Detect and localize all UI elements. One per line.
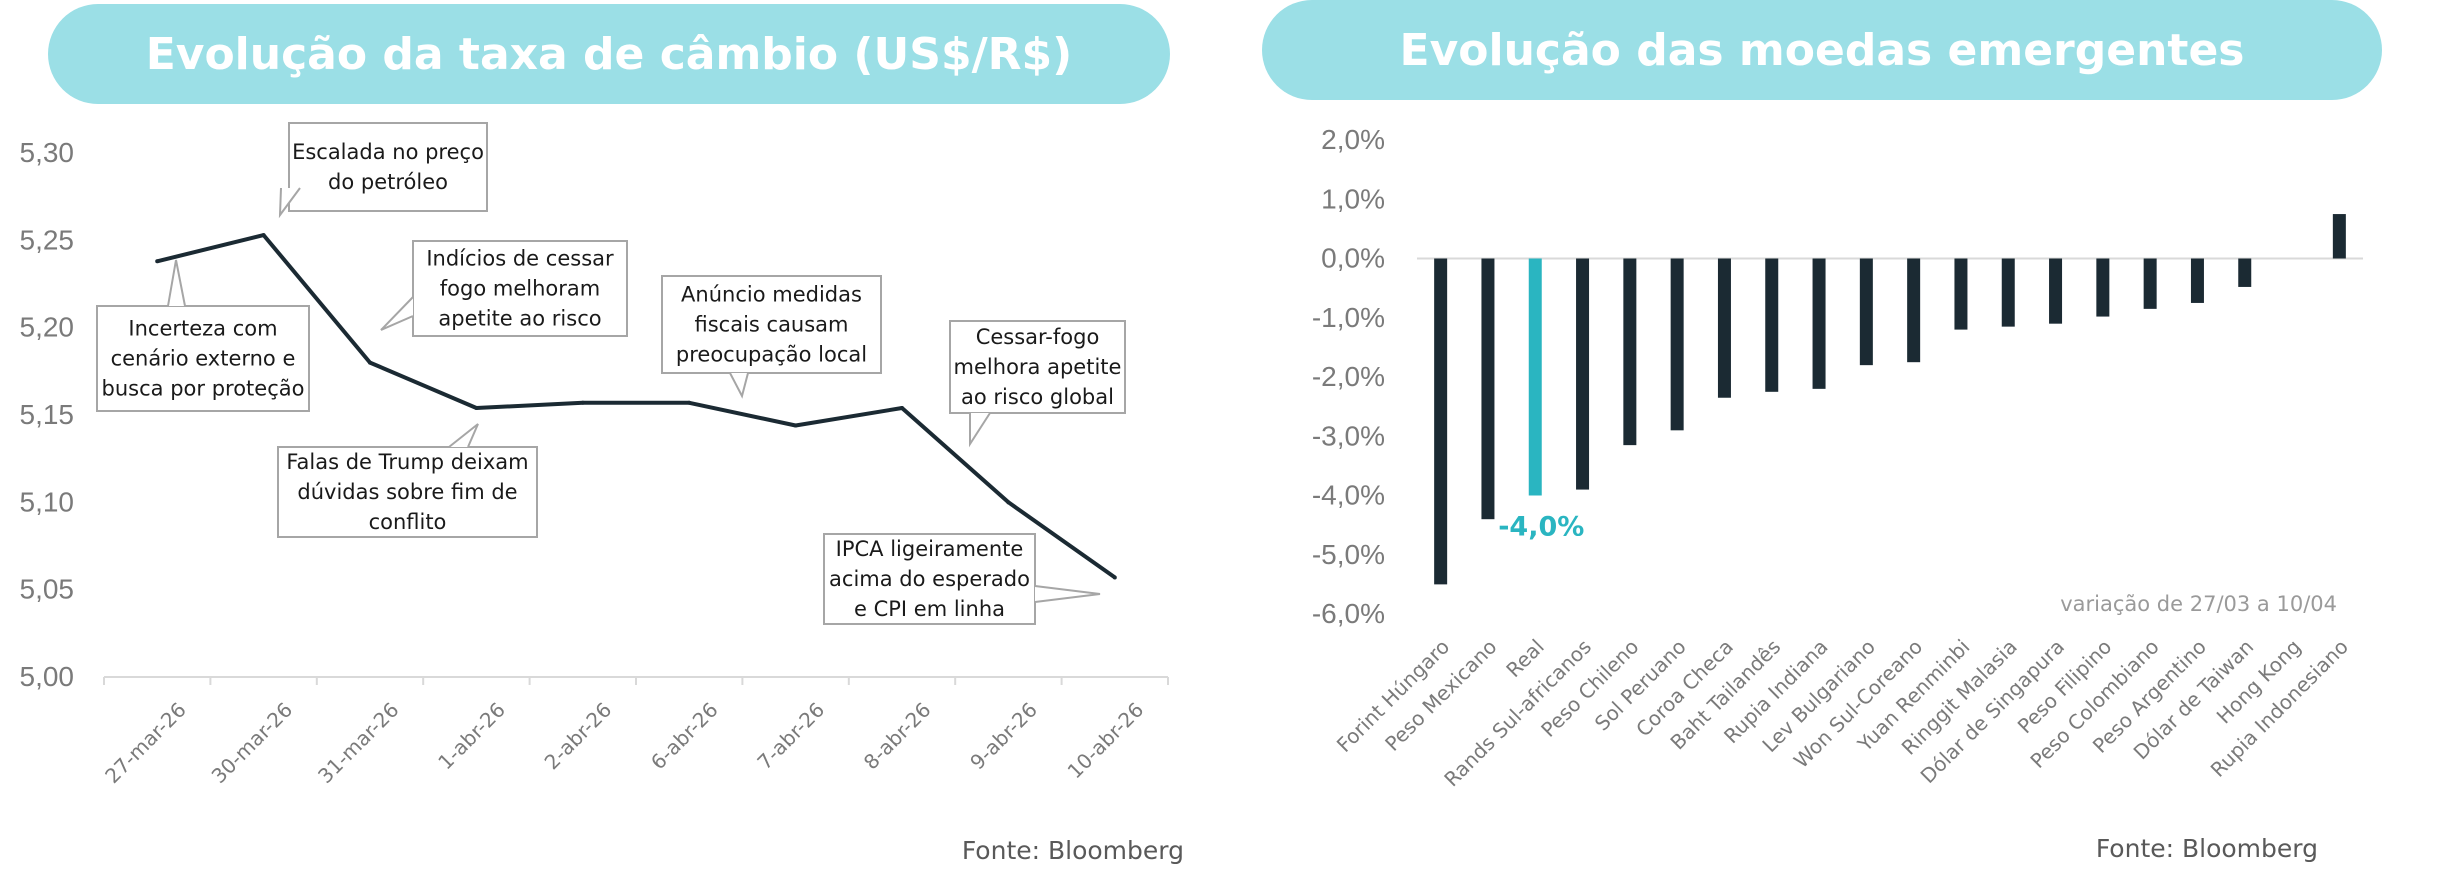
bar xyxy=(2190,258,2204,303)
data-point xyxy=(687,400,692,405)
data-point xyxy=(580,400,585,405)
annotation-box xyxy=(661,275,882,374)
annotation-box xyxy=(96,305,310,412)
bar xyxy=(2143,258,2157,309)
data-point xyxy=(900,406,904,411)
data-point xyxy=(1112,575,1117,580)
annotation-box xyxy=(412,240,628,337)
x-tick-label: 7-abr-26 xyxy=(752,698,829,775)
y-tick-label: 0,0% xyxy=(1321,243,1385,274)
y-tick-label: -4,0% xyxy=(1312,480,1385,511)
y-tick-label: -5,0% xyxy=(1312,539,1385,570)
bar xyxy=(1907,258,1921,363)
bar xyxy=(1812,258,1826,389)
annotation-pointer xyxy=(278,187,301,219)
data-point xyxy=(793,423,798,428)
bar xyxy=(1434,258,1448,585)
annotation-box xyxy=(823,533,1036,625)
annotation-text: Falas de Trump deixam xyxy=(286,450,528,474)
y-tick-label: 2,0% xyxy=(1321,124,1385,155)
y-tick-label: -6,0% xyxy=(1312,598,1385,629)
bar xyxy=(2096,258,2110,317)
y-tick-label: 1,0% xyxy=(1321,183,1385,214)
y-tick-label: 5,05 xyxy=(20,574,75,605)
annotation-text: dúvidas sobre fim de xyxy=(297,480,517,504)
x-tick-label: 2-abr-26 xyxy=(540,698,617,775)
annotation-text: apetite ao risco xyxy=(438,307,601,331)
exchange-rate-line xyxy=(156,233,1116,580)
annotation-text: melhora apetite xyxy=(954,355,1122,379)
annotation-pointer xyxy=(969,412,991,448)
annotation-text: conflito xyxy=(369,510,447,534)
x-tick-label: 8-abr-26 xyxy=(859,698,936,775)
annotation-pointer xyxy=(729,372,749,399)
annotation-text: do petróleo xyxy=(328,170,448,194)
x-tick-label: 30-mar-26 xyxy=(207,698,298,789)
bar xyxy=(1670,258,1684,431)
data-point xyxy=(261,233,266,238)
annotation-pointer xyxy=(1034,585,1101,603)
y-tick-label: -3,0% xyxy=(1312,420,1385,451)
left-source-note: Fonte: Bloomberg xyxy=(961,836,1184,865)
data-point xyxy=(368,360,372,365)
annotation-pointer xyxy=(380,296,414,331)
annotation-text: Anúncio medidas xyxy=(681,283,862,307)
bar xyxy=(1576,258,1590,490)
annotation-text: preocupação local xyxy=(676,343,867,367)
bar xyxy=(2001,258,2015,327)
bar xyxy=(2049,258,2063,324)
y-tick-label: 5,20 xyxy=(20,312,75,343)
bar xyxy=(1481,258,1495,520)
annotation-text: IPCA ligeiramente xyxy=(836,537,1024,561)
bar xyxy=(1859,258,1873,366)
bar xyxy=(2238,258,2252,287)
bar xyxy=(2332,214,2346,259)
x-tick-label: 27-mar-26 xyxy=(100,698,191,789)
annotation-text: Escalada no preço xyxy=(292,140,484,164)
annotation-text: acima do esperado xyxy=(829,567,1030,591)
y-tick-label: 5,25 xyxy=(20,224,75,255)
annotation-text: Indícios de cessar xyxy=(426,247,614,271)
emerging-currencies-bar-chart: -6,0% -5,0% -4,0% -3,0% -2,0% -1,0% 0,0% 1,0% 2,… xyxy=(1312,124,2363,791)
annotation-pointer xyxy=(448,423,479,448)
annotation-box xyxy=(949,320,1126,414)
bar xyxy=(1717,258,1731,398)
y-tick-label: 5,30 xyxy=(20,137,75,168)
annotation-box xyxy=(277,446,538,538)
y-tick-label: -1,0% xyxy=(1312,302,1385,333)
annotation-text: fogo melhoram xyxy=(440,277,600,301)
exchange-rate-line-chart: 5,00 5,05 5,10 5,15 5,20 5,25 5,30 27-mar-26 30-… xyxy=(20,122,1169,789)
y-tick-label: 5,10 xyxy=(20,486,75,517)
data-point xyxy=(1006,500,1011,505)
y-tick-label: 5,00 xyxy=(20,661,75,692)
x-tick-label: 6-abr-26 xyxy=(646,698,723,775)
x-tick-label: 1-abr-26 xyxy=(433,698,510,775)
annotation-text: Cessar-fogo xyxy=(976,325,1100,349)
data-point xyxy=(474,406,479,411)
highlight-value-label: -4,0% xyxy=(1498,512,1584,543)
right-source-note: Fonte: Bloomberg xyxy=(2095,834,2318,863)
x-tick-label: 9-abr-26 xyxy=(965,698,1042,775)
annotation-text: Incerteza com xyxy=(128,317,277,341)
x-tick-label: 31-mar-26 xyxy=(313,698,404,789)
y-tick-label: 5,15 xyxy=(20,399,75,430)
right-chart-title: Evolução das moedas emergentes xyxy=(1262,0,2382,100)
data-point xyxy=(155,259,160,264)
annotation-box xyxy=(288,122,488,212)
annotation-text: cenário externo e xyxy=(111,347,296,371)
annotation-text: busca por proteção xyxy=(102,377,305,401)
left-chart-title: Evolução da taxa de câmbio (US$/R$) xyxy=(48,4,1170,104)
bar xyxy=(1954,258,1968,330)
annotation-text: fiscais causam xyxy=(694,313,848,337)
bar xyxy=(1765,258,1779,392)
x-tick-label: 10-abr-26 xyxy=(1063,698,1149,784)
period-note: variação de 27/03 a 10/04 xyxy=(2060,592,2337,616)
bar xyxy=(1528,258,1542,496)
bar xyxy=(1623,258,1637,446)
annotation-pointer xyxy=(167,259,186,307)
y-tick-label: -2,0% xyxy=(1312,361,1385,392)
annotation-text: e CPI em linha xyxy=(854,597,1005,621)
annotation-text: ao risco global xyxy=(961,385,1114,409)
